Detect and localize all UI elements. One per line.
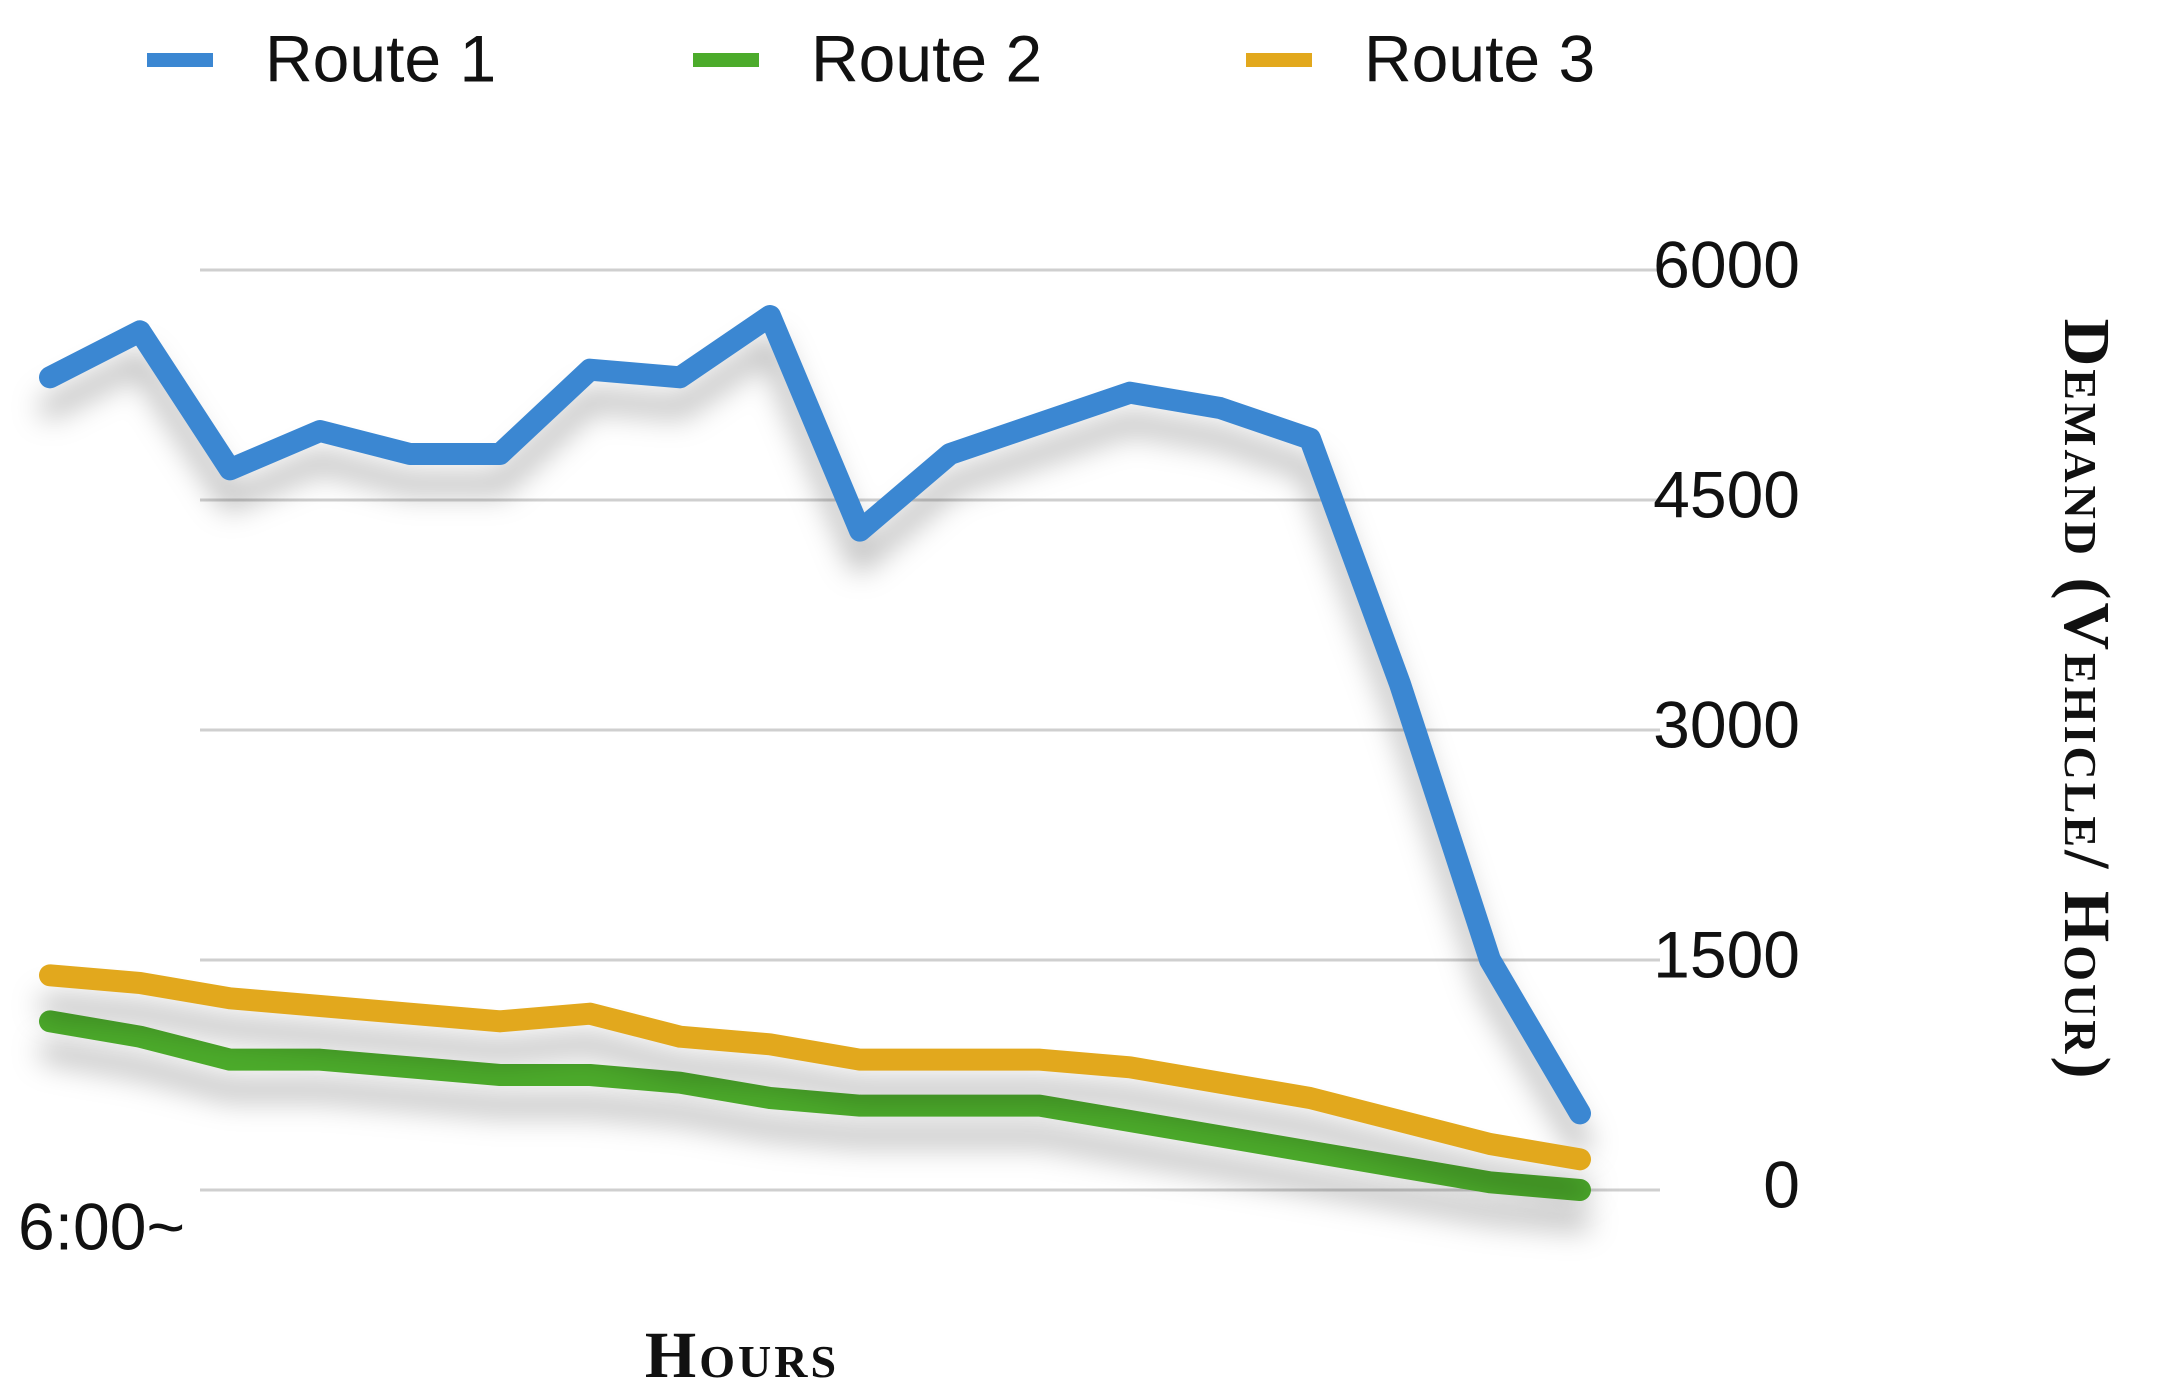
y-tick-label: 0 <box>1763 1147 1800 1221</box>
series-line <box>39 1010 1591 1201</box>
y-axis-title: Demand (Vehicle/ Hour) <box>2050 319 2123 1082</box>
legend-label: Route 2 <box>811 21 1042 95</box>
y-tick-label: 4500 <box>1653 457 1800 531</box>
series-line <box>39 305 1591 1125</box>
y-tick-label: 3000 <box>1653 687 1800 761</box>
y-tick-label: 1500 <box>1653 917 1800 991</box>
legend-label: Route 1 <box>265 21 496 95</box>
x-tick-label: 6:00~ <box>18 1189 185 1263</box>
x-axis-title: Hours <box>645 1319 839 1392</box>
y-tick-label: 6000 <box>1653 227 1800 301</box>
series-line <box>39 964 1591 1171</box>
legend-label: Route 3 <box>1364 21 1595 95</box>
